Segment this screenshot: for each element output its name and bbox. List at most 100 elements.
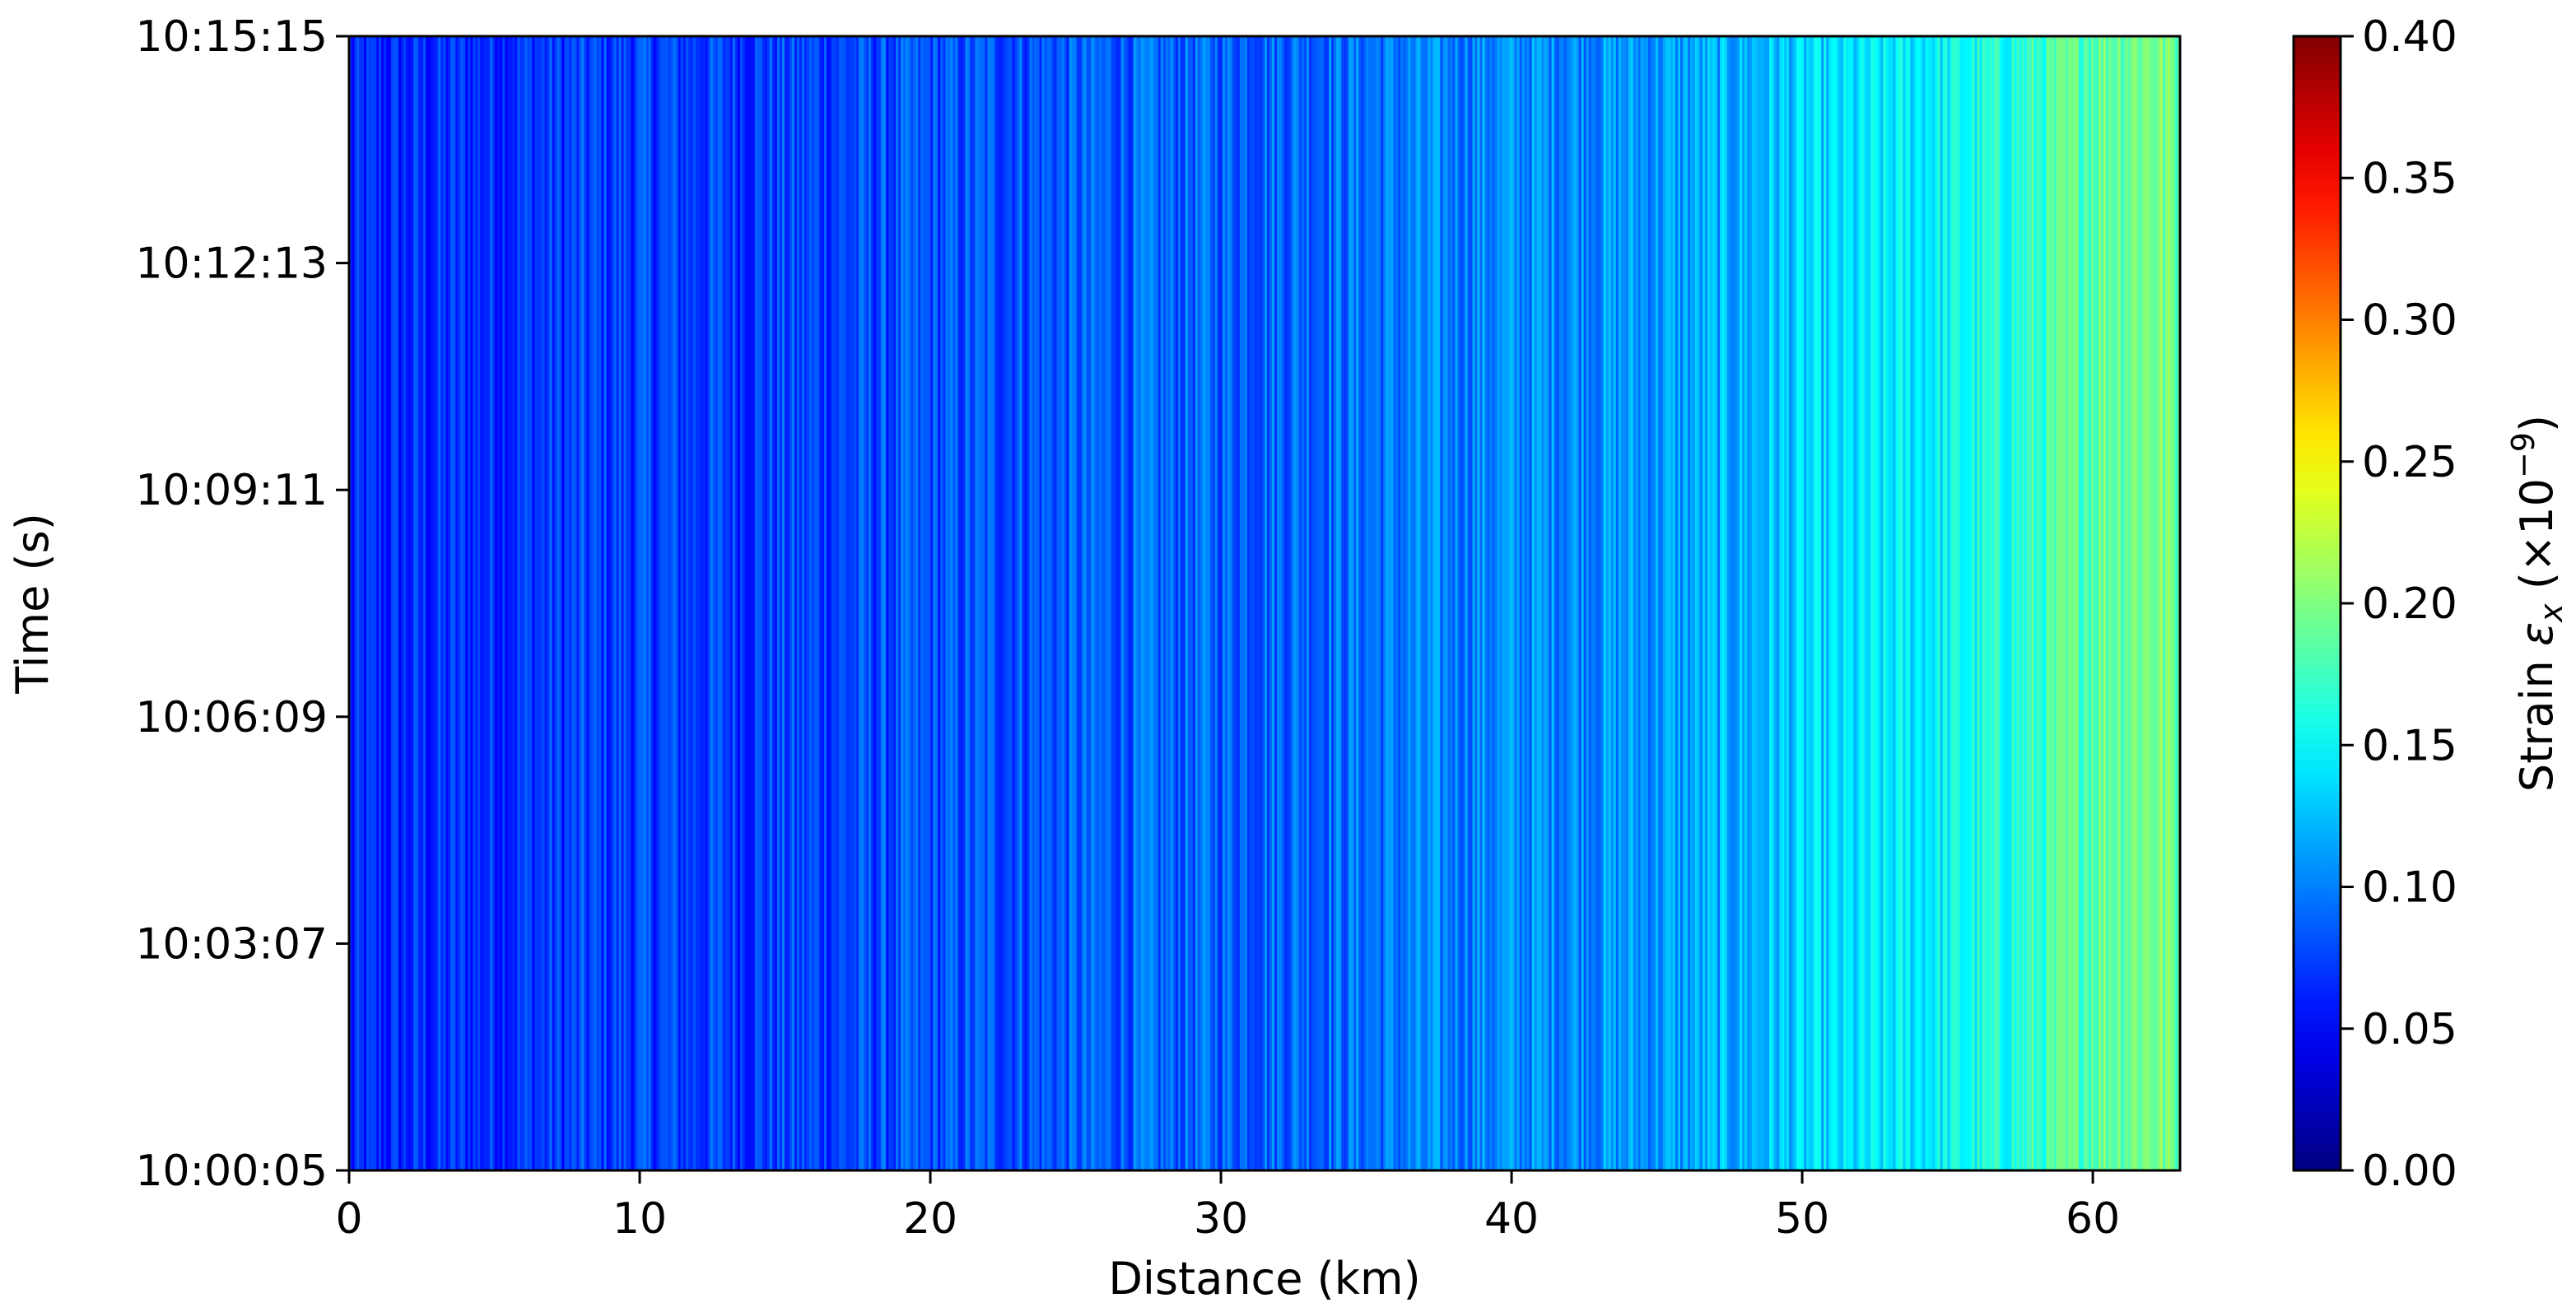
heatmap-cell <box>1349 36 1352 1170</box>
heatmap-cell <box>764 36 768 1170</box>
heatmap-cell <box>1299 36 1302 1170</box>
heatmap-cell <box>1833 36 1838 1170</box>
heatmap-cell <box>606 36 610 1170</box>
heatmap-cell <box>1096 36 1100 1170</box>
y-axis-label: Time (s) <box>7 513 58 695</box>
heatmap-cell <box>413 36 417 1170</box>
heatmap-cell <box>1784 36 1787 1170</box>
heatmap-cell <box>940 36 944 1170</box>
heatmap-cell <box>1777 36 1780 1170</box>
heatmap-cell <box>2026 36 2030 1170</box>
heatmap-cell <box>1324 36 1327 1170</box>
colorbar-tick-label: 0.40 <box>2362 12 2457 62</box>
heatmap-cell <box>398 36 402 1170</box>
heatmap-cell <box>1828 36 1833 1170</box>
heatmap-cell <box>1858 36 1862 1170</box>
heatmap-cell <box>1078 36 1083 1170</box>
heatmap-cell <box>982 36 986 1170</box>
heatmap-cell <box>1836 36 1840 1170</box>
heatmap-cell <box>1536 36 1540 1170</box>
heatmap-cell <box>690 36 694 1170</box>
heatmap-cell <box>1600 36 1605 1170</box>
heatmap-cell <box>739 36 743 1170</box>
heatmap-cell <box>1588 36 1592 1170</box>
heatmap-cell <box>1853 36 1857 1170</box>
heatmap-cell <box>1672 36 1676 1170</box>
heatmap-cell <box>953 36 957 1170</box>
heatmap-cell <box>1133 36 1137 1170</box>
heatmap-cell <box>1888 36 1892 1170</box>
heatmap-cell <box>871 36 874 1170</box>
heatmap-cell <box>1759 36 1763 1170</box>
heatmap-cell <box>1430 36 1434 1170</box>
heatmap-cell <box>2145 36 2149 1170</box>
heatmap-cell <box>1331 36 1335 1170</box>
heatmap-cell <box>1742 36 1745 1170</box>
colorbar-label-close: ) <box>2511 415 2563 432</box>
colorbar-label: Strain εx (×10−9) <box>2505 415 2569 792</box>
heatmap-cell <box>1499 36 1503 1170</box>
heatmap-cell <box>2085 36 2089 1170</box>
heatmap-cell <box>576 36 580 1170</box>
heatmap-cell <box>524 36 529 1170</box>
heatmap-cell <box>356 36 360 1170</box>
heatmap-cell <box>712 36 716 1170</box>
heatmap-cell <box>391 36 394 1170</box>
heatmap-cell <box>2014 36 2018 1170</box>
heatmap-cell <box>861 36 864 1170</box>
y-tick-label: 10:09:11 <box>135 466 328 515</box>
heatmap-cell <box>1873 36 1877 1170</box>
heatmap-cell <box>519 36 524 1170</box>
heatmap-cell <box>935 36 939 1170</box>
heatmap-cell <box>1199 36 1204 1170</box>
heatmap-cell <box>650 36 654 1170</box>
heatmap-cell <box>1002 36 1006 1170</box>
heatmap-cell <box>1123 36 1127 1170</box>
heatmap-cell <box>1017 36 1021 1170</box>
heatmap-cell <box>1447 36 1451 1170</box>
heatmap-cell <box>1615 36 1619 1170</box>
heatmap-cell <box>1413 36 1417 1170</box>
heatmap-cell <box>1465 36 1469 1170</box>
heatmap-cell <box>1608 36 1612 1170</box>
heatmap-cell <box>1423 36 1427 1170</box>
heatmap-cell <box>1526 36 1530 1170</box>
heatmap-cell <box>406 36 409 1170</box>
heatmap-cell <box>638 36 642 1170</box>
heatmap-cell <box>1368 36 1372 1170</box>
heatmap-cell <box>869 36 872 1170</box>
heatmap-cell <box>1692 36 1696 1170</box>
heatmap-cell <box>695 36 699 1170</box>
heatmap-cell <box>1925 36 1929 1170</box>
y-tick-label: 10:03:07 <box>135 919 328 969</box>
heatmap-cell <box>987 36 991 1170</box>
heatmap-cell <box>1704 36 1708 1170</box>
heatmap-cell <box>1145 36 1149 1170</box>
heatmap-cell <box>1969 36 1973 1170</box>
heatmap-cell <box>903 36 907 1170</box>
heatmap-cell <box>1059 36 1063 1170</box>
heatmap-cell <box>500 36 504 1170</box>
heatmap-cell <box>1388 36 1392 1170</box>
heatmap-cell <box>1831 36 1835 1170</box>
heatmap-cell <box>1207 36 1211 1170</box>
heatmap-cell <box>423 36 426 1170</box>
heatmap-cell <box>799 36 803 1170</box>
heatmap-cell <box>653 36 657 1170</box>
heatmap-cell <box>1811 36 1814 1170</box>
heatmap-cell <box>1732 36 1735 1170</box>
heatmap-cell <box>1947 36 1951 1170</box>
heatmap-cell <box>1039 36 1043 1170</box>
heatmap-cell <box>1363 36 1367 1170</box>
heatmap-cell <box>893 36 897 1170</box>
heatmap-cell <box>1630 36 1634 1170</box>
heatmap-cell <box>1789 36 1792 1170</box>
heatmap-cell <box>1224 36 1228 1170</box>
heatmap-cell <box>1428 36 1432 1170</box>
heatmap-cell <box>829 36 832 1170</box>
heatmap-cell <box>2130 36 2134 1170</box>
heatmap-cell <box>1677 36 1681 1170</box>
heatmap-cell <box>1371 36 1375 1170</box>
heatmap-cell <box>371 36 375 1170</box>
heatmap-cell <box>505 36 509 1170</box>
